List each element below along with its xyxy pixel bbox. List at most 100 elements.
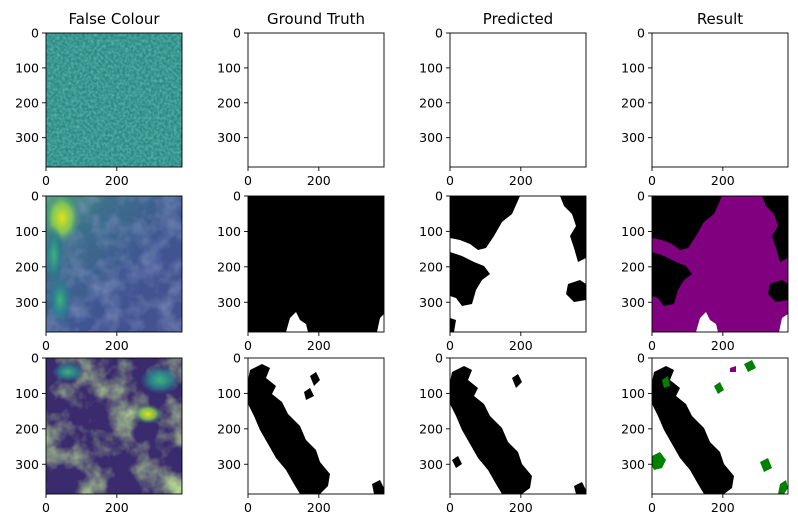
false-positive-region bbox=[730, 366, 736, 372]
false-colour-texture bbox=[46, 33, 182, 167]
panel-r1-c1 bbox=[248, 196, 384, 332]
x-tick-label: 200 bbox=[509, 500, 533, 515]
false-negative-region bbox=[662, 376, 670, 388]
y-tick-label: 200 bbox=[217, 259, 241, 274]
y-tick-label: 300 bbox=[217, 295, 241, 310]
y-tick-label: 200 bbox=[15, 259, 39, 274]
axes-frame-r0-c0 bbox=[45, 32, 183, 168]
bright-cloud bbox=[52, 362, 84, 382]
y-tick-label: 200 bbox=[419, 421, 443, 436]
y-tick-label: 200 bbox=[621, 259, 645, 274]
true-positive-region bbox=[779, 314, 788, 332]
x-tick-label: 0 bbox=[244, 173, 252, 188]
y-tick-label: 100 bbox=[621, 224, 645, 239]
y-tick-label: 300 bbox=[15, 130, 39, 145]
true-negative-region bbox=[652, 252, 692, 306]
land-region bbox=[574, 482, 586, 494]
land-region bbox=[450, 252, 490, 306]
y-tick-label: 100 bbox=[217, 224, 241, 239]
y-tick-label: 0 bbox=[233, 189, 241, 204]
y-tick-label: 200 bbox=[217, 95, 241, 110]
panel-r2-c3 bbox=[652, 358, 788, 494]
x-tick-label: 200 bbox=[105, 338, 129, 353]
x-tick-label: 0 bbox=[42, 338, 50, 353]
y-tick-label: 100 bbox=[419, 60, 443, 75]
x-tick-label: 200 bbox=[509, 338, 533, 353]
axes-frame-r0-c1 bbox=[247, 32, 385, 168]
y-tick-label: 100 bbox=[419, 224, 443, 239]
x-tick-label: 0 bbox=[648, 173, 656, 188]
x-tick-label: 200 bbox=[711, 338, 735, 353]
y-tick-label: 0 bbox=[435, 26, 443, 41]
y-tick-label: 200 bbox=[15, 95, 39, 110]
y-tick-label: 0 bbox=[31, 189, 39, 204]
x-tick-label: 0 bbox=[648, 338, 656, 353]
column-title-1: Ground Truth bbox=[267, 10, 365, 28]
y-tick-label: 300 bbox=[621, 130, 645, 145]
x-tick-label: 0 bbox=[446, 338, 454, 353]
y-tick-label: 100 bbox=[419, 386, 443, 401]
axes-frame-r0-c2 bbox=[449, 32, 587, 168]
axes-frame-r0-c3 bbox=[651, 32, 789, 168]
y-tick-label: 300 bbox=[217, 130, 241, 145]
axes-frame-r2-c0 bbox=[45, 357, 183, 495]
axes-frame-r2-c2 bbox=[449, 357, 587, 495]
false-negative-region bbox=[714, 382, 724, 394]
x-tick-label: 200 bbox=[711, 173, 735, 188]
false-negative-region bbox=[652, 452, 666, 470]
axes-frame-r1-c0 bbox=[45, 195, 183, 333]
cloud-region bbox=[286, 312, 308, 332]
y-tick-label: 0 bbox=[31, 26, 39, 41]
y-tick-label: 300 bbox=[217, 457, 241, 472]
x-tick-label: 200 bbox=[509, 173, 533, 188]
y-tick-label: 0 bbox=[637, 351, 645, 366]
land-region bbox=[512, 374, 522, 388]
y-tick-label: 100 bbox=[217, 386, 241, 401]
land-region bbox=[450, 366, 532, 494]
panel-r0-c3 bbox=[652, 33, 788, 167]
x-tick-label: 200 bbox=[307, 173, 331, 188]
x-tick-label: 200 bbox=[105, 500, 129, 515]
y-tick-label: 300 bbox=[15, 457, 39, 472]
axes-frame-r2-c3 bbox=[651, 357, 789, 495]
false-negative-region bbox=[744, 360, 756, 372]
true-positive-region bbox=[696, 312, 718, 332]
y-tick-label: 0 bbox=[435, 189, 443, 204]
y-tick-label: 300 bbox=[419, 457, 443, 472]
panel-r2-c2 bbox=[450, 358, 586, 494]
y-tick-label: 100 bbox=[621, 60, 645, 75]
panel-r0-c0 bbox=[46, 33, 182, 167]
bright-streak bbox=[48, 276, 72, 324]
ground-truth-image bbox=[248, 196, 384, 332]
false-negative-region bbox=[760, 458, 772, 472]
panel-r0-c1 bbox=[248, 33, 384, 167]
x-tick-label: 0 bbox=[244, 500, 252, 515]
y-tick-label: 0 bbox=[233, 351, 241, 366]
land-region bbox=[560, 196, 586, 262]
x-tick-label: 0 bbox=[42, 173, 50, 188]
y-tick-label: 0 bbox=[637, 189, 645, 204]
y-tick-label: 200 bbox=[621, 95, 645, 110]
panel-r1-c3 bbox=[652, 196, 788, 332]
x-tick-label: 0 bbox=[446, 173, 454, 188]
y-tick-label: 0 bbox=[31, 351, 39, 366]
bright-cloud bbox=[140, 366, 180, 394]
bright-cloud bbox=[134, 404, 162, 424]
panel-r0-c2 bbox=[450, 33, 586, 167]
x-tick-label: 0 bbox=[446, 500, 454, 515]
true-negative-region bbox=[768, 280, 788, 302]
true-negative-region bbox=[762, 196, 788, 262]
y-tick-label: 200 bbox=[419, 259, 443, 274]
ground-truth-image bbox=[248, 33, 384, 167]
cloud-region bbox=[377, 314, 384, 332]
land-region bbox=[248, 364, 330, 494]
y-tick-label: 300 bbox=[419, 130, 443, 145]
x-tick-label: 200 bbox=[105, 173, 129, 188]
y-tick-label: 100 bbox=[15, 224, 39, 239]
axes-frame-r1-c3 bbox=[651, 195, 789, 333]
false-negative-region bbox=[778, 480, 788, 494]
land-region bbox=[566, 280, 586, 302]
land-region bbox=[452, 456, 462, 468]
y-tick-label: 300 bbox=[419, 295, 443, 310]
